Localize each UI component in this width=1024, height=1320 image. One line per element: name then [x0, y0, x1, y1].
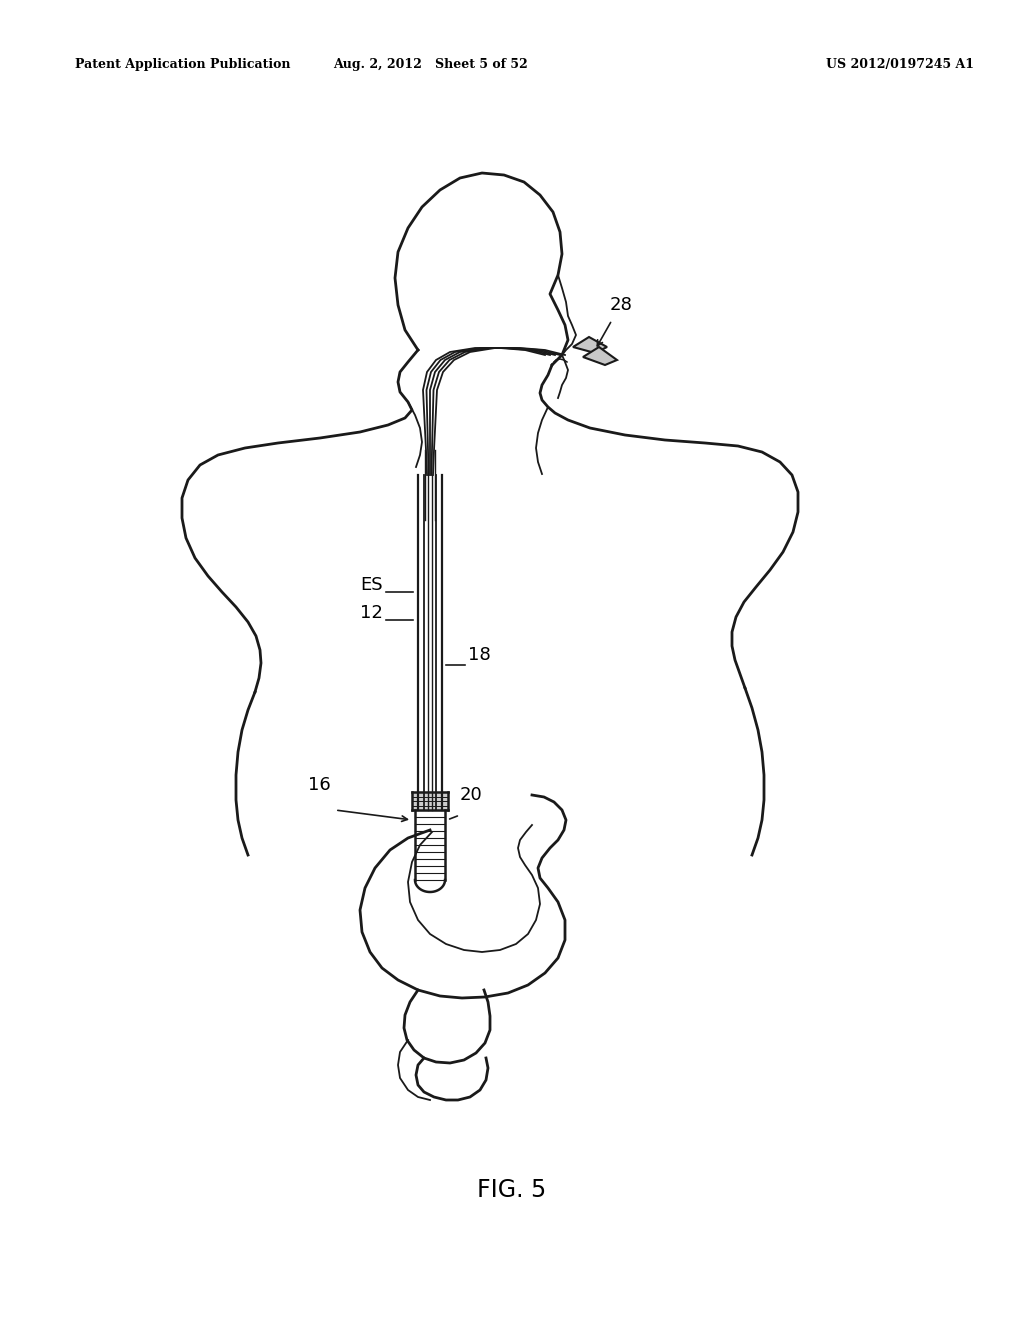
Text: ES: ES: [360, 576, 383, 594]
Polygon shape: [412, 792, 449, 810]
Text: Aug. 2, 2012   Sheet 5 of 52: Aug. 2, 2012 Sheet 5 of 52: [333, 58, 527, 71]
Polygon shape: [583, 347, 617, 366]
Text: US 2012/0197245 A1: US 2012/0197245 A1: [826, 58, 974, 71]
Text: 18: 18: [468, 645, 490, 664]
Text: 28: 28: [610, 296, 633, 314]
Text: 20: 20: [460, 785, 482, 804]
Text: Patent Application Publication: Patent Application Publication: [75, 58, 291, 71]
Text: FIG. 5: FIG. 5: [477, 1177, 547, 1203]
Text: 16: 16: [308, 776, 331, 795]
Polygon shape: [573, 337, 607, 352]
Text: 12: 12: [360, 605, 383, 622]
